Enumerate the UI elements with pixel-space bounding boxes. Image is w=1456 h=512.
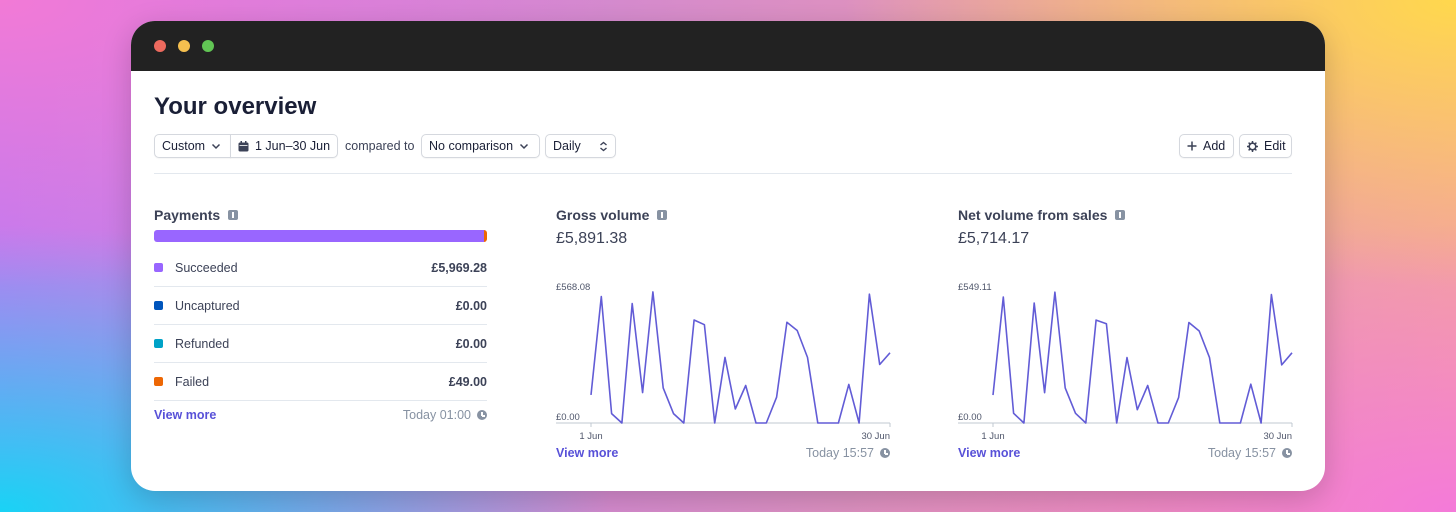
legend-swatch	[154, 263, 163, 272]
range-preset-dropdown[interactable]: Custom	[154, 134, 231, 158]
comparison-label: No comparison	[429, 139, 514, 153]
chevron-down-icon	[520, 143, 529, 150]
gross-volume-updated: Today 15:57	[806, 446, 890, 460]
net-volume-footer: View more Today 15:57	[958, 446, 1292, 460]
x-tick-label-end: 30 Jun	[1263, 431, 1292, 442]
interval-label: Daily	[553, 139, 581, 153]
gear-icon	[1247, 140, 1258, 152]
payments-row-label: Succeeded	[175, 260, 238, 275]
series-line	[590, 291, 891, 424]
payments-row-uncaptured: Uncaptured £0.00	[154, 287, 487, 325]
x-tick-label-end: 30 Jun	[861, 431, 890, 442]
plus-icon	[1187, 141, 1197, 151]
payments-row-label: Refunded	[175, 336, 230, 351]
payments-view-more-link[interactable]: View more	[154, 408, 217, 422]
compared-to-label: compared to	[345, 139, 415, 153]
info-icon[interactable]	[657, 210, 668, 220]
clock-icon	[880, 448, 890, 458]
payments-row-refunded: Refunded £0.00	[154, 325, 487, 363]
add-button[interactable]: Add	[1179, 134, 1234, 158]
clock-icon	[477, 410, 487, 420]
x-tick-label-start: 1 Jun	[981, 431, 1004, 442]
payments-row-label: Uncaptured	[175, 298, 240, 313]
browser-window: Your overview Custom 1 Jun–30 Jun compar…	[131, 21, 1325, 491]
net-volume-updated-time: Today 15:57	[1207, 446, 1276, 460]
clock-icon	[1282, 448, 1292, 458]
close-window-button[interactable]	[154, 40, 166, 52]
legend-swatch	[154, 339, 163, 348]
x-tick-label-start: 1 Jun	[579, 431, 602, 442]
net-volume-card-title: Net volume from sales	[958, 206, 1292, 224]
gross-volume-view-more-link[interactable]: View more	[556, 446, 619, 460]
payments-footer: View more Today 01:00	[154, 408, 487, 422]
y-tick-label-min: £0.00	[556, 412, 580, 423]
edit-button[interactable]: Edit	[1239, 134, 1292, 158]
y-tick-label-max: £568.08	[556, 282, 590, 293]
maximize-window-button[interactable]	[202, 40, 214, 52]
net-volume-view-more-link[interactable]: View more	[958, 446, 1021, 460]
payments-row-succeeded: Succeeded £5,969.28	[154, 249, 487, 287]
calendar-icon	[238, 140, 249, 151]
chevron-down-icon	[212, 143, 221, 150]
net-volume-amount: £5,714.17	[958, 230, 1030, 247]
date-range-picker[interactable]: 1 Jun–30 Jun	[230, 134, 338, 158]
comparison-dropdown[interactable]: No comparison	[421, 134, 540, 158]
payments-card-title: Payments	[154, 206, 487, 224]
net-volume-card: Net volume from sales £5,714.17 £549.11 £…	[958, 206, 1293, 466]
interval-select[interactable]: Daily	[545, 134, 616, 158]
minimize-window-button[interactable]	[178, 40, 190, 52]
bar-segment-failed	[484, 230, 487, 242]
payments-row-label: Failed	[175, 374, 210, 389]
payments-title: Payments	[154, 207, 221, 223]
payments-row-value: £5,969.28	[431, 260, 487, 275]
info-icon[interactable]	[1115, 210, 1126, 220]
net-volume-chart: £549.11 £0.00 1 Jun 30 Jun	[958, 282, 1293, 442]
bar-segment-succeeded	[154, 230, 485, 242]
gross-volume-card-title: Gross volume	[556, 206, 890, 224]
payments-row-value: £0.00	[455, 298, 487, 313]
title-bar	[131, 21, 1325, 71]
gross-volume-amount: £5,891.38	[556, 230, 628, 247]
legend-swatch	[154, 301, 163, 310]
filter-toolbar: Custom 1 Jun–30 Jun compared to No compa…	[154, 134, 1292, 160]
range-preset-label: Custom	[162, 139, 206, 153]
payments-row-failed: Failed £49.00	[154, 363, 487, 401]
gross-volume-updated-time: Today 15:57	[805, 446, 874, 460]
y-tick-label-min: £0.00	[958, 412, 982, 423]
gross-volume-title: Gross volume	[556, 207, 650, 223]
gross-volume-chart: £568.08 £0.00 1 Jun 30 Jun	[556, 282, 891, 442]
series-line	[992, 291, 1293, 424]
date-range-label: 1 Jun–30 Jun	[255, 139, 331, 153]
gross-volume-footer: View more Today 15:57	[556, 446, 890, 460]
net-volume-title: Net volume from sales	[958, 207, 1108, 223]
payments-row-value: £49.00	[448, 374, 487, 389]
payments-card: Payments Succeeded £5,969.28 Uncaptured £0.…	[154, 206, 487, 426]
legend-swatch	[154, 377, 163, 386]
payments-updated-time: Today 01:00	[402, 408, 471, 422]
add-button-label: Add	[1203, 139, 1226, 153]
gross-volume-card: Gross volume £5,891.38 £568.08 £0.00 1 Jun…	[556, 206, 891, 466]
toolbar-divider	[154, 173, 1292, 174]
info-icon[interactable]	[228, 210, 239, 220]
payments-row-value: £0.00	[455, 336, 487, 351]
payments-updated: Today 01:00	[403, 408, 487, 422]
edit-button-label: Edit	[1264, 139, 1286, 153]
page-title: Your overview	[154, 93, 317, 120]
net-volume-updated: Today 15:57	[1208, 446, 1292, 460]
y-tick-label-max: £549.11	[958, 282, 992, 293]
up-down-chevron-icon	[600, 141, 607, 151]
payments-stacked-bar	[154, 230, 487, 242]
